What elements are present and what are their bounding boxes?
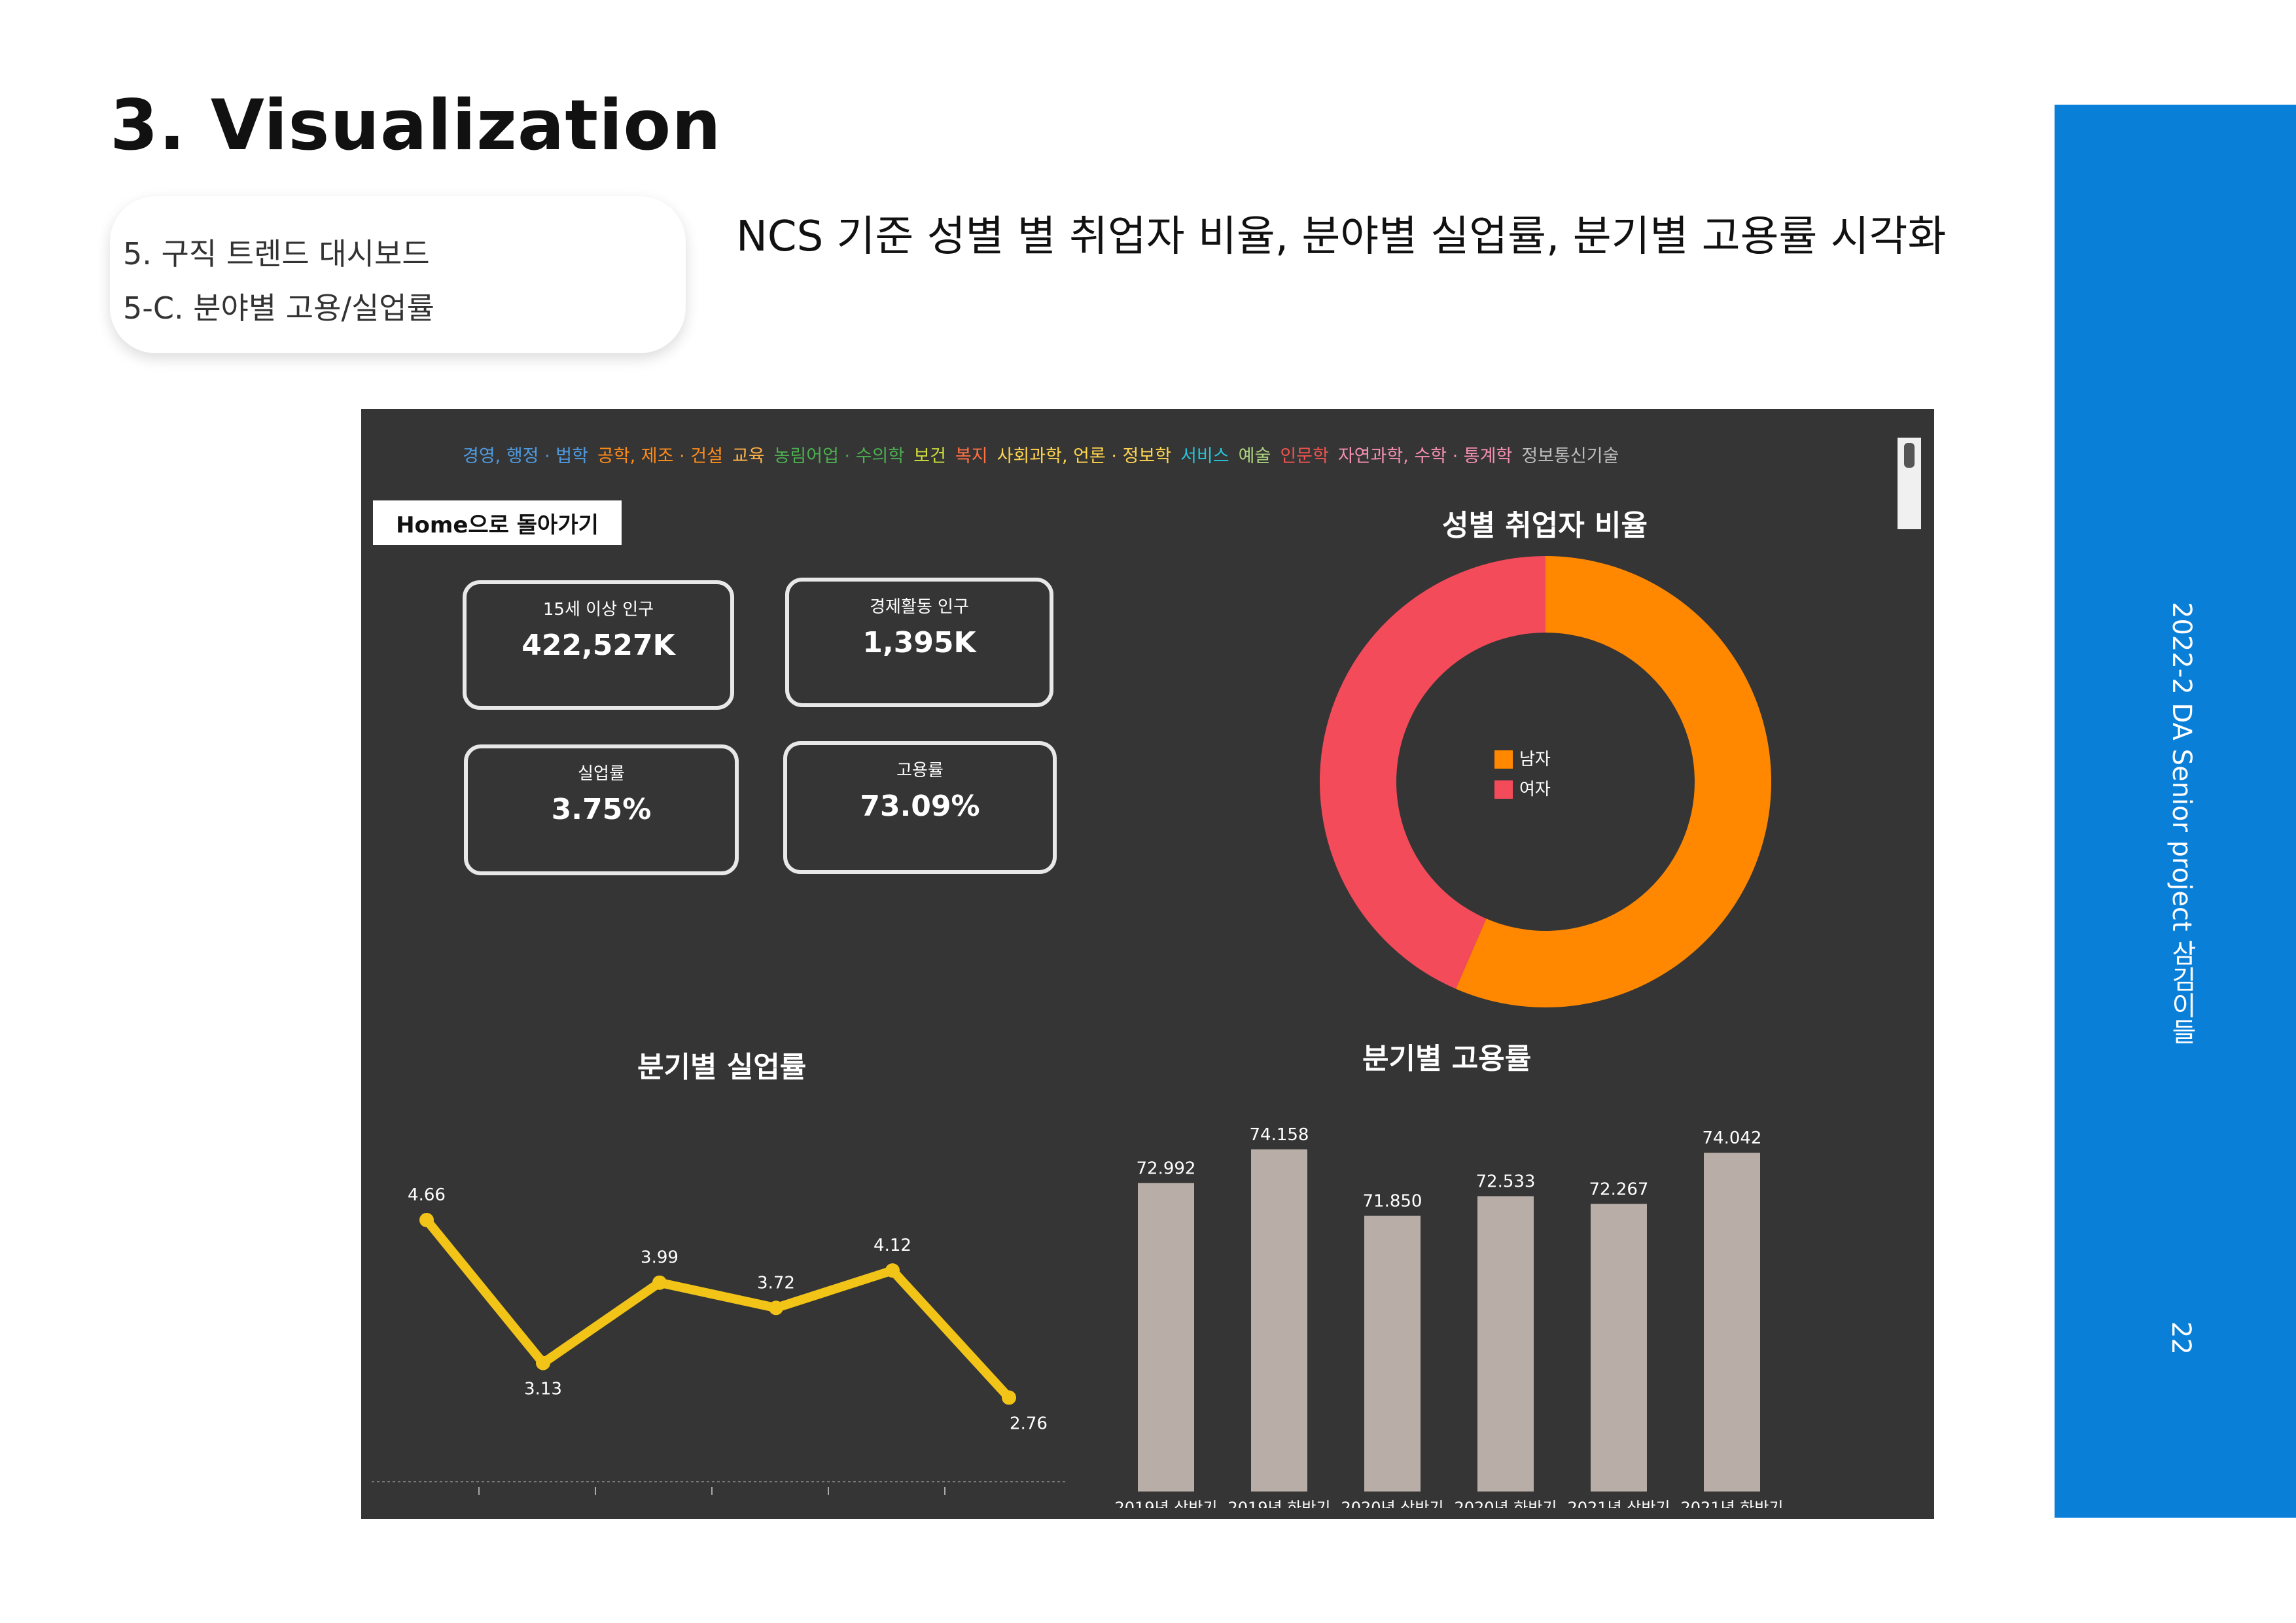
scrollbar-thumb[interactable] bbox=[1904, 443, 1915, 468]
bar[interactable] bbox=[1364, 1215, 1421, 1492]
employment-bar-chart: 72.992 74.158 71.850 72.533 72.267 74.042 2019… bbox=[1114, 1125, 1783, 1508]
donut-chart-title: 성별 취업자 비율 bbox=[1442, 509, 1648, 542]
home-button[interactable]: Home으로 돌아가기 bbox=[373, 500, 622, 545]
category-filter-item[interactable]: 인문학 bbox=[1280, 446, 1329, 466]
bar[interactable] bbox=[1704, 1153, 1760, 1492]
line-chart-title: 분기별 실업률 bbox=[637, 1051, 807, 1084]
page-title: 3. Visualization bbox=[110, 85, 722, 166]
category-filter-item[interactable]: 교육 bbox=[732, 446, 765, 466]
page-number: 22 bbox=[2166, 1321, 2196, 1355]
data-point[interactable] bbox=[652, 1275, 667, 1290]
dashboard: 경영, 행정 · 법학 공학, 제조 · 건설 교육 농림어업 · 수의학 보건 복지 사회… bbox=[361, 409, 1934, 1519]
bar[interactable] bbox=[1591, 1204, 1647, 1492]
bar-chart-title: 분기별 고용률 bbox=[1362, 1042, 1532, 1075]
data-label: 3.99 bbox=[641, 1248, 679, 1268]
category-filter-item[interactable]: 공학, 제조 · 건설 bbox=[597, 446, 723, 466]
category-filter-legend[interactable]: 경영, 행정 · 법학 공학, 제조 · 건설 교육 농림어업 · 수의학 보건 복지 사회… bbox=[463, 442, 1628, 467]
bar-value-label: 72.267 bbox=[1589, 1179, 1649, 1199]
bar[interactable] bbox=[1138, 1183, 1194, 1492]
bar[interactable] bbox=[1477, 1196, 1534, 1492]
bar-value-label: 71.850 bbox=[1363, 1192, 1422, 1212]
data-point[interactable] bbox=[769, 1300, 783, 1316]
legend-label: 여자 bbox=[1519, 780, 1551, 799]
bar-value-label: 72.533 bbox=[1476, 1172, 1536, 1192]
breadcrumb-item: 5-C. 분야별 고용/실업률 bbox=[123, 290, 434, 326]
data-label: 3.72 bbox=[757, 1273, 795, 1293]
kpi-card-unemployment-rate: 실업률 3.75% bbox=[464, 744, 739, 875]
kpi-card-economic-population: 경제활동 인구 1,395K bbox=[785, 578, 1053, 707]
kpi-value: 1,395K bbox=[862, 626, 976, 659]
bar-value-label: 72.992 bbox=[1137, 1159, 1196, 1178]
x-tick-label: 2021년 하반기 bbox=[951, 1493, 1053, 1495]
series-line bbox=[423, 1217, 1013, 1401]
kpi-label: 고용률 bbox=[896, 761, 944, 780]
kpi-value: 422,527K bbox=[521, 629, 675, 662]
x-tick-label: 2021년 하반기 bbox=[1680, 1499, 1783, 1508]
category-filter-item[interactable]: 서비스 bbox=[1180, 446, 1229, 466]
category-filter-item[interactable]: 사회과학, 언론 · 정보학 bbox=[997, 446, 1172, 466]
data-point[interactable] bbox=[885, 1263, 900, 1278]
category-filter-item[interactable]: 자연과학, 수학 · 통계학 bbox=[1337, 446, 1513, 466]
kpi-card-employment-rate: 고용률 73.09% bbox=[783, 741, 1057, 874]
category-filter-item[interactable]: 농림어업 · 수의학 bbox=[773, 446, 905, 466]
legend-label: 남자 bbox=[1519, 750, 1551, 769]
kpi-label: 실업률 bbox=[578, 764, 625, 784]
legend-swatch bbox=[1494, 780, 1513, 799]
x-tick-label: 2019년 하반기 bbox=[485, 1493, 588, 1495]
donut-slice-female[interactable] bbox=[1319, 556, 1545, 989]
slide-subtitle: NCS 기준 성별 별 취업자 비율, 분야별 실업률, 분기별 고용률 시각화 bbox=[736, 213, 1947, 261]
x-tick-label: 2020년 상반기 bbox=[1341, 1499, 1443, 1508]
data-point[interactable] bbox=[419, 1213, 434, 1227]
bar-value-label: 74.042 bbox=[1703, 1128, 1762, 1148]
category-filter-item[interactable]: 보건 bbox=[913, 446, 946, 466]
data-point[interactable] bbox=[536, 1355, 550, 1370]
kpi-label: 15세 이상 인구 bbox=[542, 600, 654, 620]
side-bar bbox=[2055, 105, 2296, 1518]
data-label: 2.76 bbox=[1010, 1414, 1048, 1433]
kpi-label: 경제활동 인구 bbox=[870, 597, 969, 617]
sidebar-text: 2022-2 DA Senior project 삼김이들 bbox=[2166, 602, 2197, 1045]
category-filter-item[interactable]: 정보통신기술 bbox=[1521, 446, 1619, 466]
data-point[interactable] bbox=[1002, 1390, 1016, 1405]
data-label: 4.66 bbox=[408, 1185, 446, 1205]
category-filter-item[interactable]: 복지 bbox=[955, 446, 988, 466]
category-filter-item[interactable]: 예술 bbox=[1238, 446, 1271, 466]
x-tick-label: 2019년 하반기 bbox=[1227, 1499, 1330, 1508]
category-filter-item[interactable]: 경영, 행정 · 법학 bbox=[463, 446, 588, 466]
donut-slice-male[interactable] bbox=[1455, 556, 1771, 1007]
data-label: 3.13 bbox=[524, 1380, 562, 1399]
x-tick-label: 2019년 상반기 bbox=[368, 1493, 471, 1495]
unemployment-line-chart: 4.66 3.13 3.99 3.72 4.12 2.76 2019년 상반기 2019년 하… bbox=[368, 1185, 1068, 1495]
kpi-value: 73.09% bbox=[860, 790, 980, 823]
kpi-value: 3.75% bbox=[551, 793, 652, 826]
legend-swatch bbox=[1494, 750, 1513, 769]
scrollbar[interactable] bbox=[1898, 438, 1921, 529]
breadcrumb-item: 5. 구직 트렌드 대시보드 bbox=[123, 236, 430, 271]
x-tick-label: 2021년 상반기 bbox=[1567, 1499, 1670, 1508]
x-tick-label: 2021년 상반기 bbox=[834, 1493, 937, 1495]
x-tick-label: 2020년 하반기 bbox=[718, 1493, 821, 1495]
x-tick-label: 2020년 상반기 bbox=[601, 1493, 704, 1495]
data-label: 4.12 bbox=[874, 1236, 911, 1255]
bar[interactable] bbox=[1251, 1149, 1307, 1492]
x-tick-label: 2020년 하반기 bbox=[1454, 1499, 1557, 1508]
breadcrumb: 5. 구직 트렌드 대시보드 5-C. 분야별 고용/실업률 bbox=[110, 196, 686, 353]
bar-value-label: 74.158 bbox=[1250, 1125, 1309, 1145]
x-tick-label: 2019년 상반기 bbox=[1114, 1499, 1217, 1508]
kpi-card-population: 15세 이상 인구 422,527K bbox=[463, 580, 734, 710]
